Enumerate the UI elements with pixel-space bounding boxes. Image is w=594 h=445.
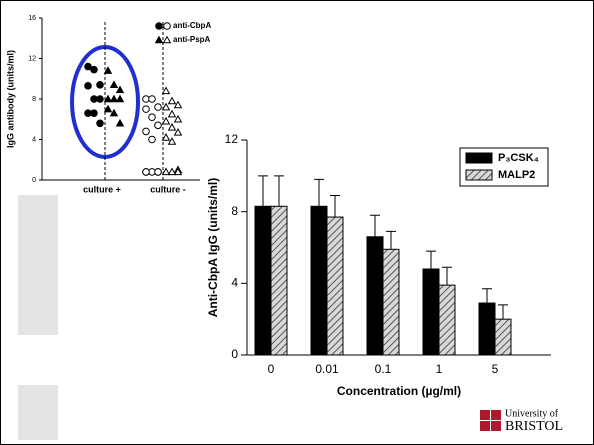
bar [422,268,440,356]
x-tick-label: 5 [492,362,499,376]
logo-text: BRISTOL [505,419,563,434]
x-tick-label: 1 [436,362,443,376]
y-tick-label: 8 [231,204,238,218]
legend-label: P₃CSK₄ [498,152,539,164]
data-point [115,118,125,127]
data-point [96,81,104,89]
legend-marker [155,22,163,30]
error-bar [370,214,380,237]
legend-label: MALP2 [498,169,535,181]
data-point [84,82,92,90]
data-point [109,80,119,89]
error-bar [274,175,284,207]
logo: University of BRISTOL [480,408,563,434]
y-tick-label: 8 [32,96,36,103]
bar [270,205,288,356]
y-tick-label: 0 [231,347,238,361]
data-point [90,65,98,74]
data-point [90,109,98,117]
data-point [96,119,104,128]
data-point [142,105,150,113]
error-bar [482,288,492,304]
data-point [167,109,177,118]
x-tick-label: culture + [83,184,121,194]
data-point [173,167,183,176]
data-point [154,121,162,130]
x-axis-label: Concentration (µg/ml) [337,384,461,398]
bar [494,318,512,356]
y-axis-label: IgG antibody (units/ml) [5,50,15,148]
data-point [115,94,125,103]
error-bar [314,178,324,207]
data-point [154,168,162,176]
data-point [142,168,150,176]
data-point [161,116,171,125]
data-point [154,103,162,111]
y-tick-label: 16 [28,15,36,22]
x-tick-label: 0.01 [315,362,339,376]
data-point [115,85,125,94]
y-tick-label: 0 [32,177,36,184]
data-point [109,94,119,103]
micrograph [18,385,58,440]
bar [326,216,344,356]
data-point [173,114,183,123]
data-point [148,113,156,122]
logo-text: University of [505,408,559,419]
x-tick-label: culture - [150,184,186,194]
data-point [84,62,92,71]
data-point [96,95,104,103]
error-bar [426,250,436,269]
y-axis-label: Anti-CbpA IgG (units/ml) [206,178,220,318]
data-point [173,100,183,109]
data-point [103,104,113,113]
x-tick-label: 0 [268,362,275,376]
micrograph [18,195,58,335]
legend-marker [154,35,164,44]
data-point [167,137,177,145]
data-point [161,167,171,176]
error-bar [330,195,340,218]
y-tick-label: 12 [225,132,239,146]
bar [438,284,456,356]
data-point [109,108,119,117]
y-tick-label: 4 [231,276,238,290]
data-point [148,95,156,103]
data-point [148,135,156,144]
data-point [103,66,113,74]
data-point [103,94,113,103]
data-point [167,122,177,131]
legend-swatch [465,169,493,181]
legend-marker [163,22,171,30]
data-point [167,167,177,176]
data-point [142,127,150,136]
y-tick-label: 12 [28,55,36,62]
data-point [161,86,171,95]
error-bar [498,304,508,320]
error-bar [386,230,396,250]
legend-marker [162,35,172,44]
bar [366,236,384,356]
data-point [161,102,171,111]
legend-label: anti-CbpA [173,21,211,30]
data-point [161,133,171,141]
legend-swatch [465,152,493,164]
bar [478,302,496,356]
error-bar [442,266,452,286]
bar [310,205,328,356]
bar [382,248,400,356]
x-tick-label: 0.1 [375,362,392,376]
error-bar [258,175,268,207]
bar [254,205,272,356]
data-point [173,127,183,136]
y-tick-label: 4 [32,136,36,143]
data-point [167,96,177,105]
legend-label: anti-PspA [173,35,211,44]
